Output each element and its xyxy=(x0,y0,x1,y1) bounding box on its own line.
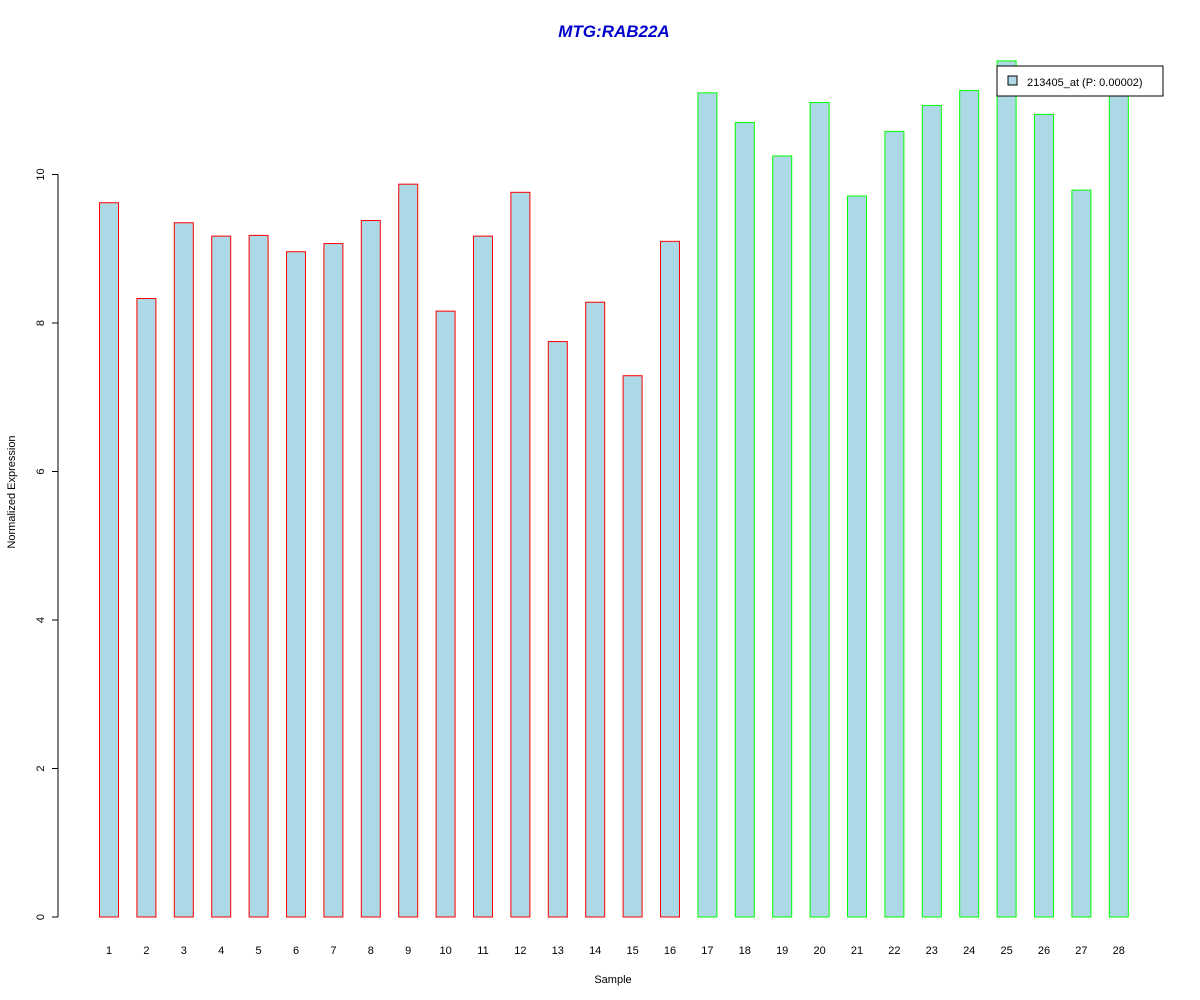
bar-sample-22 xyxy=(884,130,905,918)
bar-sample-3 xyxy=(173,222,194,918)
bar-sample-23 xyxy=(921,104,942,918)
bar-sample-12 xyxy=(510,191,531,918)
bar-sample-5 xyxy=(248,234,269,918)
x-axis-tick-label: 27 xyxy=(1075,945,1087,957)
bar-sample-14 xyxy=(585,301,606,918)
y-axis-tick-label: 4 xyxy=(35,617,47,623)
bar-sample-8 xyxy=(360,220,381,918)
bar-sample-17 xyxy=(697,92,718,918)
x-axis-tick-label: 18 xyxy=(739,945,751,957)
bar-sample-28 xyxy=(1108,90,1129,918)
legend: 213405_at (P: 0.00002) xyxy=(996,65,1164,97)
bar-sample-11 xyxy=(473,235,493,918)
bar-sample-7 xyxy=(323,243,344,918)
bar-sample-19 xyxy=(772,155,793,918)
x-axis-tick-label: 7 xyxy=(330,945,336,957)
bar-sample-9 xyxy=(398,183,419,918)
x-axis-tick-label: 8 xyxy=(368,945,374,957)
bar-sample-16 xyxy=(660,240,680,918)
y-axis: 0 2 4 6 8 10 xyxy=(35,168,59,920)
y-axis-tick-label: 2 xyxy=(35,765,47,771)
y-axis-tick-label: 6 xyxy=(35,468,47,474)
x-axis-tick-label: 5 xyxy=(256,945,262,957)
bar-sample-25 xyxy=(996,60,1017,918)
x-axis-tick-label: 4 xyxy=(218,945,224,957)
x-axis-tick-label: 6 xyxy=(293,945,299,957)
x-axis-tick-label: 24 xyxy=(963,945,975,957)
x-axis-tick-label: 9 xyxy=(405,945,411,957)
bar-sample-15 xyxy=(622,375,643,918)
y-axis-tick-label: 10 xyxy=(35,168,47,180)
x-axis-tick-label: 26 xyxy=(1038,945,1050,957)
x-axis-tick-label: 15 xyxy=(626,945,638,957)
x-axis-tick-label: 1 xyxy=(106,945,112,957)
bar-sample-18 xyxy=(734,122,755,918)
legend-box xyxy=(996,65,1164,97)
bar-sample-21 xyxy=(847,195,867,918)
chart-title: MTG:RAB22A xyxy=(558,22,669,41)
bar-sample-1 xyxy=(99,202,119,918)
x-axis-tick-label: 25 xyxy=(1000,945,1012,957)
x-axis-tick-label: 16 xyxy=(664,945,676,957)
bars xyxy=(99,60,1129,918)
bar-sample-13 xyxy=(547,341,568,918)
x-axis-tick-labels: 1 2 3 4 5 6 7 8 9 10 11 12 13 14 15 16 17 18 19 20 21 22 23 24 2… xyxy=(106,945,1125,957)
x-axis-tick-label: 28 xyxy=(1113,945,1125,957)
bar-sample-4 xyxy=(211,235,232,918)
x-axis-tick-label: 20 xyxy=(813,945,825,957)
x-axis-label: Sample xyxy=(594,974,631,986)
x-axis-tick-label: 11 xyxy=(477,945,488,957)
x-axis-tick-label: 21 xyxy=(851,945,863,957)
x-axis-tick-label: 23 xyxy=(926,945,938,957)
x-axis-tick-label: 3 xyxy=(181,945,187,957)
bar-sample-6 xyxy=(286,251,306,918)
x-axis-tick-label: 17 xyxy=(701,945,713,957)
x-axis-tick-label: 10 xyxy=(439,945,451,957)
bar-sample-24 xyxy=(959,90,980,918)
bar-sample-27 xyxy=(1071,189,1092,918)
bar-sample-2 xyxy=(136,297,157,918)
x-axis-tick-label: 13 xyxy=(552,945,564,957)
y-axis-tick-label: 0 xyxy=(35,914,47,920)
x-axis-tick-label: 14 xyxy=(589,945,601,957)
bar-sample-20 xyxy=(809,101,830,918)
y-axis-label: Normalized Expression xyxy=(6,435,18,548)
y-axis-tick-label: 8 xyxy=(35,320,47,326)
x-axis-tick-label: 2 xyxy=(143,945,149,957)
x-axis-tick-label: 19 xyxy=(776,945,788,957)
bar-sample-26 xyxy=(1034,113,1054,918)
legend-label: 213405_at (P: 0.00002) xyxy=(1027,77,1143,89)
x-axis-tick-label: 12 xyxy=(514,945,526,957)
bar-sample-10 xyxy=(435,310,456,918)
x-axis-tick-label: 22 xyxy=(888,945,900,957)
legend-swatch xyxy=(1007,75,1018,86)
